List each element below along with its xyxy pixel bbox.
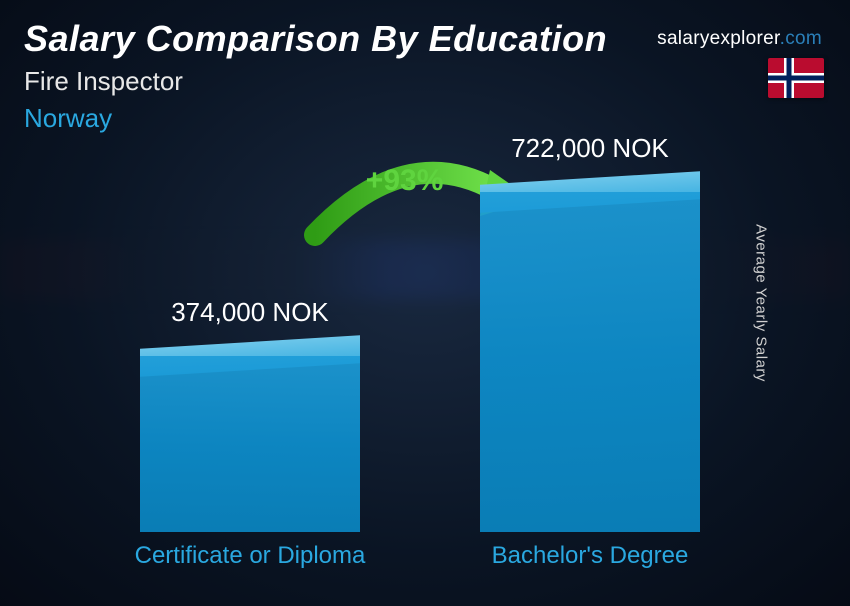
- brand-logo: salaryexplorer.com: [657, 28, 822, 50]
- bar-body: [480, 192, 700, 532]
- bar-front-face: [480, 192, 700, 532]
- bar-chart: +93% 374,000 NOKCertificate or Diploma 72…: [60, 160, 770, 556]
- bar-category-label: Certificate or Diploma: [107, 542, 393, 570]
- increase-pct: +93%: [366, 164, 444, 198]
- chart-subtitle: Fire Inspector: [24, 66, 826, 97]
- bar-value-label: 722,000 NOK: [480, 133, 700, 164]
- bar-body: [140, 356, 360, 532]
- bar-0: 374,000 NOKCertificate or Diploma: [140, 356, 360, 532]
- bar-value-label: 374,000 NOK: [140, 297, 360, 328]
- chart-country: Norway: [24, 103, 826, 134]
- brand-domain: .com: [780, 28, 822, 49]
- bar-category-label: Bachelor's Degree: [447, 542, 733, 570]
- bar-1: 722,000 NOKBachelor's Degree: [480, 192, 700, 532]
- brand-name: salaryexplorer: [657, 28, 779, 49]
- country-flag-icon: [768, 58, 824, 98]
- bar-front-face: [140, 356, 360, 532]
